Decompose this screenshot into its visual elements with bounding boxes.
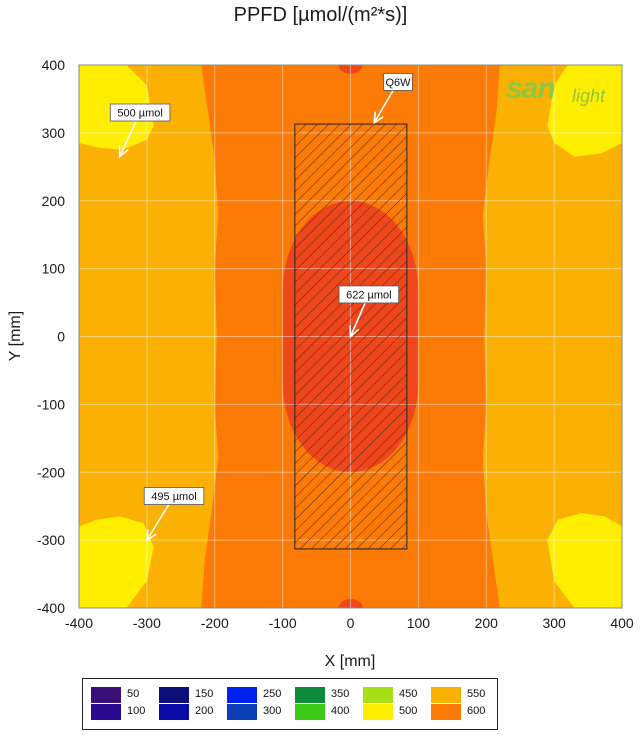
annotation-box xyxy=(109,103,171,122)
y-axis-label: Y [mm] xyxy=(7,311,24,361)
logo-text-light: light xyxy=(572,86,606,106)
zone-500-550-corner-4 xyxy=(547,512,622,608)
plot-frame xyxy=(78,64,623,609)
y-tick-label: -200 xyxy=(37,464,65,480)
legend-label: 100 xyxy=(127,705,146,717)
y-tick-label: 400 xyxy=(42,57,66,73)
legend-label: 150 xyxy=(195,688,214,700)
color-legend: 50 100 150 200 250 300 350 400 450 500 550 600 xyxy=(82,678,498,730)
chart-title: PPFD [µmol/(m²*s)] xyxy=(233,4,408,26)
annotation-arrowhead xyxy=(349,325,360,339)
ppfd-heatmap-chart: -400 -300 -200 -100 0 100 200 300 400 400 300 200 1… xyxy=(7,57,634,670)
sanlight-logo: san light xyxy=(506,72,622,120)
legend-swatch xyxy=(295,704,325,720)
legend-label: 50 xyxy=(127,688,140,700)
annotation-label: 500 µmol xyxy=(117,108,162,120)
legend-label: 350 xyxy=(331,688,350,700)
x-tick-label: 100 xyxy=(407,615,431,631)
legend-swatch xyxy=(295,687,325,703)
x-tick-label: 200 xyxy=(475,615,499,631)
x-axis-label: X [mm] xyxy=(325,653,376,670)
legend-label: 300 xyxy=(263,705,282,717)
legend-swatch xyxy=(431,704,461,720)
y-tick-label: -400 xyxy=(37,600,65,616)
legend-swatch xyxy=(91,687,121,703)
legend-swatch xyxy=(227,687,257,703)
annotation-label: Q6W xyxy=(385,77,411,89)
annotation: 495 µmol xyxy=(143,487,205,542)
y-tick-label: -100 xyxy=(37,396,65,412)
legend-swatch xyxy=(431,687,461,703)
annotation: Q6W xyxy=(373,73,413,125)
legend-swatch xyxy=(91,704,121,720)
annotation-box xyxy=(143,487,205,505)
zone-610-plus-bottom xyxy=(338,599,363,608)
annotation-box xyxy=(383,73,413,91)
zone-500-550-corner-2 xyxy=(547,65,622,157)
y-tick-label: 0 xyxy=(57,329,65,345)
x-tick-label: -200 xyxy=(201,615,229,631)
zone-610-plus-top xyxy=(338,65,363,74)
x-tick-label: 300 xyxy=(542,615,566,631)
annotation-arrowhead xyxy=(145,529,157,542)
y-tick-label: 200 xyxy=(42,193,66,209)
legend-label: 500 xyxy=(399,705,418,717)
annotations: 500 µmol 622 µmol 495 µmol Q6W xyxy=(109,73,413,542)
x-ticks: -400 -300 -200 -100 0 100 200 300 400 xyxy=(65,615,634,631)
annotation-arrowhead xyxy=(373,111,384,125)
legend-swatch xyxy=(159,687,189,703)
annotation-arrowhead xyxy=(118,145,129,159)
legend-swatch xyxy=(227,704,257,720)
y-tick-label: -300 xyxy=(37,532,65,548)
annotation: 622 µmol xyxy=(338,285,400,339)
annotation: 500 µmol xyxy=(109,103,171,159)
legend-swatch xyxy=(159,704,189,720)
legend-label: 600 xyxy=(467,705,486,717)
logo-text-san: san xyxy=(506,72,556,105)
legend-label: 400 xyxy=(331,705,350,717)
legend-swatch xyxy=(363,687,393,703)
x-tick-label: -400 xyxy=(65,615,93,631)
y-tick-label: 300 xyxy=(42,125,66,141)
legend-label: 250 xyxy=(263,688,282,700)
y-ticks: 400 300 200 100 0 -100 -200 -300 -400 xyxy=(37,57,65,616)
legend-label: 450 xyxy=(399,688,418,700)
x-tick-label: 0 xyxy=(347,615,355,631)
x-tick-label: -100 xyxy=(269,615,297,631)
y-tick-label: 100 xyxy=(42,261,66,277)
zone-500-550-corner-3 xyxy=(79,516,154,608)
annotation-box xyxy=(338,285,400,304)
legend-label: 550 xyxy=(467,688,486,700)
legend-swatch xyxy=(363,704,393,720)
legend-label: 200 xyxy=(195,705,214,717)
x-tick-label: 400 xyxy=(610,615,634,631)
x-tick-label: -300 xyxy=(133,615,161,631)
annotation-label: 622 µmol xyxy=(346,289,391,301)
annotation-label: 495 µmol xyxy=(151,491,196,503)
